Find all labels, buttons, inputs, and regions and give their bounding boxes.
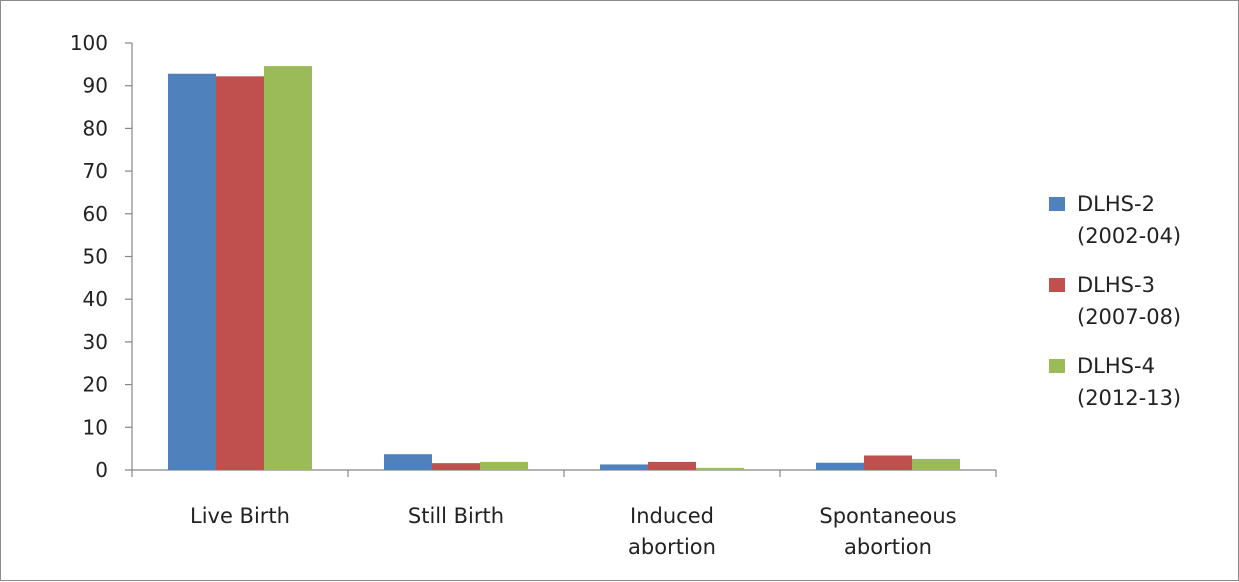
x-category-label: Induced [630,504,714,528]
legend-label: DLHS-3 [1077,273,1155,297]
legend-label: DLHS-4 [1077,354,1155,378]
y-tick-label: 100 [70,31,108,55]
axis-labels: 0 10 20 30 40 50 60 70 80 90 100 Live Birth Still Bi… [70,31,957,559]
y-tick-label: 60 [83,202,108,226]
bars [168,66,960,471]
y-tick-label: 70 [83,159,108,183]
bar [264,66,312,471]
y-tick-label: 10 [83,415,108,439]
legend: DLHS-2 (2002-04) DLHS-3 (2007-08) DLHS-4 (201… [1049,192,1181,410]
y-tick-label: 90 [83,74,108,98]
y-tick-label: 80 [83,116,108,140]
y-tick-label: 50 [83,245,108,269]
bar [384,454,432,470]
x-category-label: abortion [844,535,932,559]
bar [912,458,960,470]
bar [648,461,696,470]
x-category-label: Live Birth [190,504,290,528]
x-category-label: abortion [628,535,716,559]
legend-swatch [1049,197,1065,211]
legend-swatch [1049,278,1065,292]
bar [864,455,912,470]
legend-swatch [1049,359,1065,373]
x-category-label: Spontaneous [819,504,956,528]
y-tick-label: 40 [83,287,108,311]
bar [168,73,216,470]
y-tick-label: 0 [95,458,108,482]
bar [696,467,744,470]
x-category-label: Still Birth [408,504,504,528]
bar [600,464,648,470]
y-tick-label: 30 [83,330,108,354]
legend-label: DLHS-2 [1077,192,1155,216]
bar [216,76,264,470]
bar [480,461,528,470]
bar [816,462,864,470]
y-tick-label: 20 [83,373,108,397]
bar [432,463,480,470]
legend-label: (2012-13) [1077,386,1181,410]
legend-label: (2007-08) [1077,305,1181,329]
legend-label: (2002-04) [1077,224,1181,248]
